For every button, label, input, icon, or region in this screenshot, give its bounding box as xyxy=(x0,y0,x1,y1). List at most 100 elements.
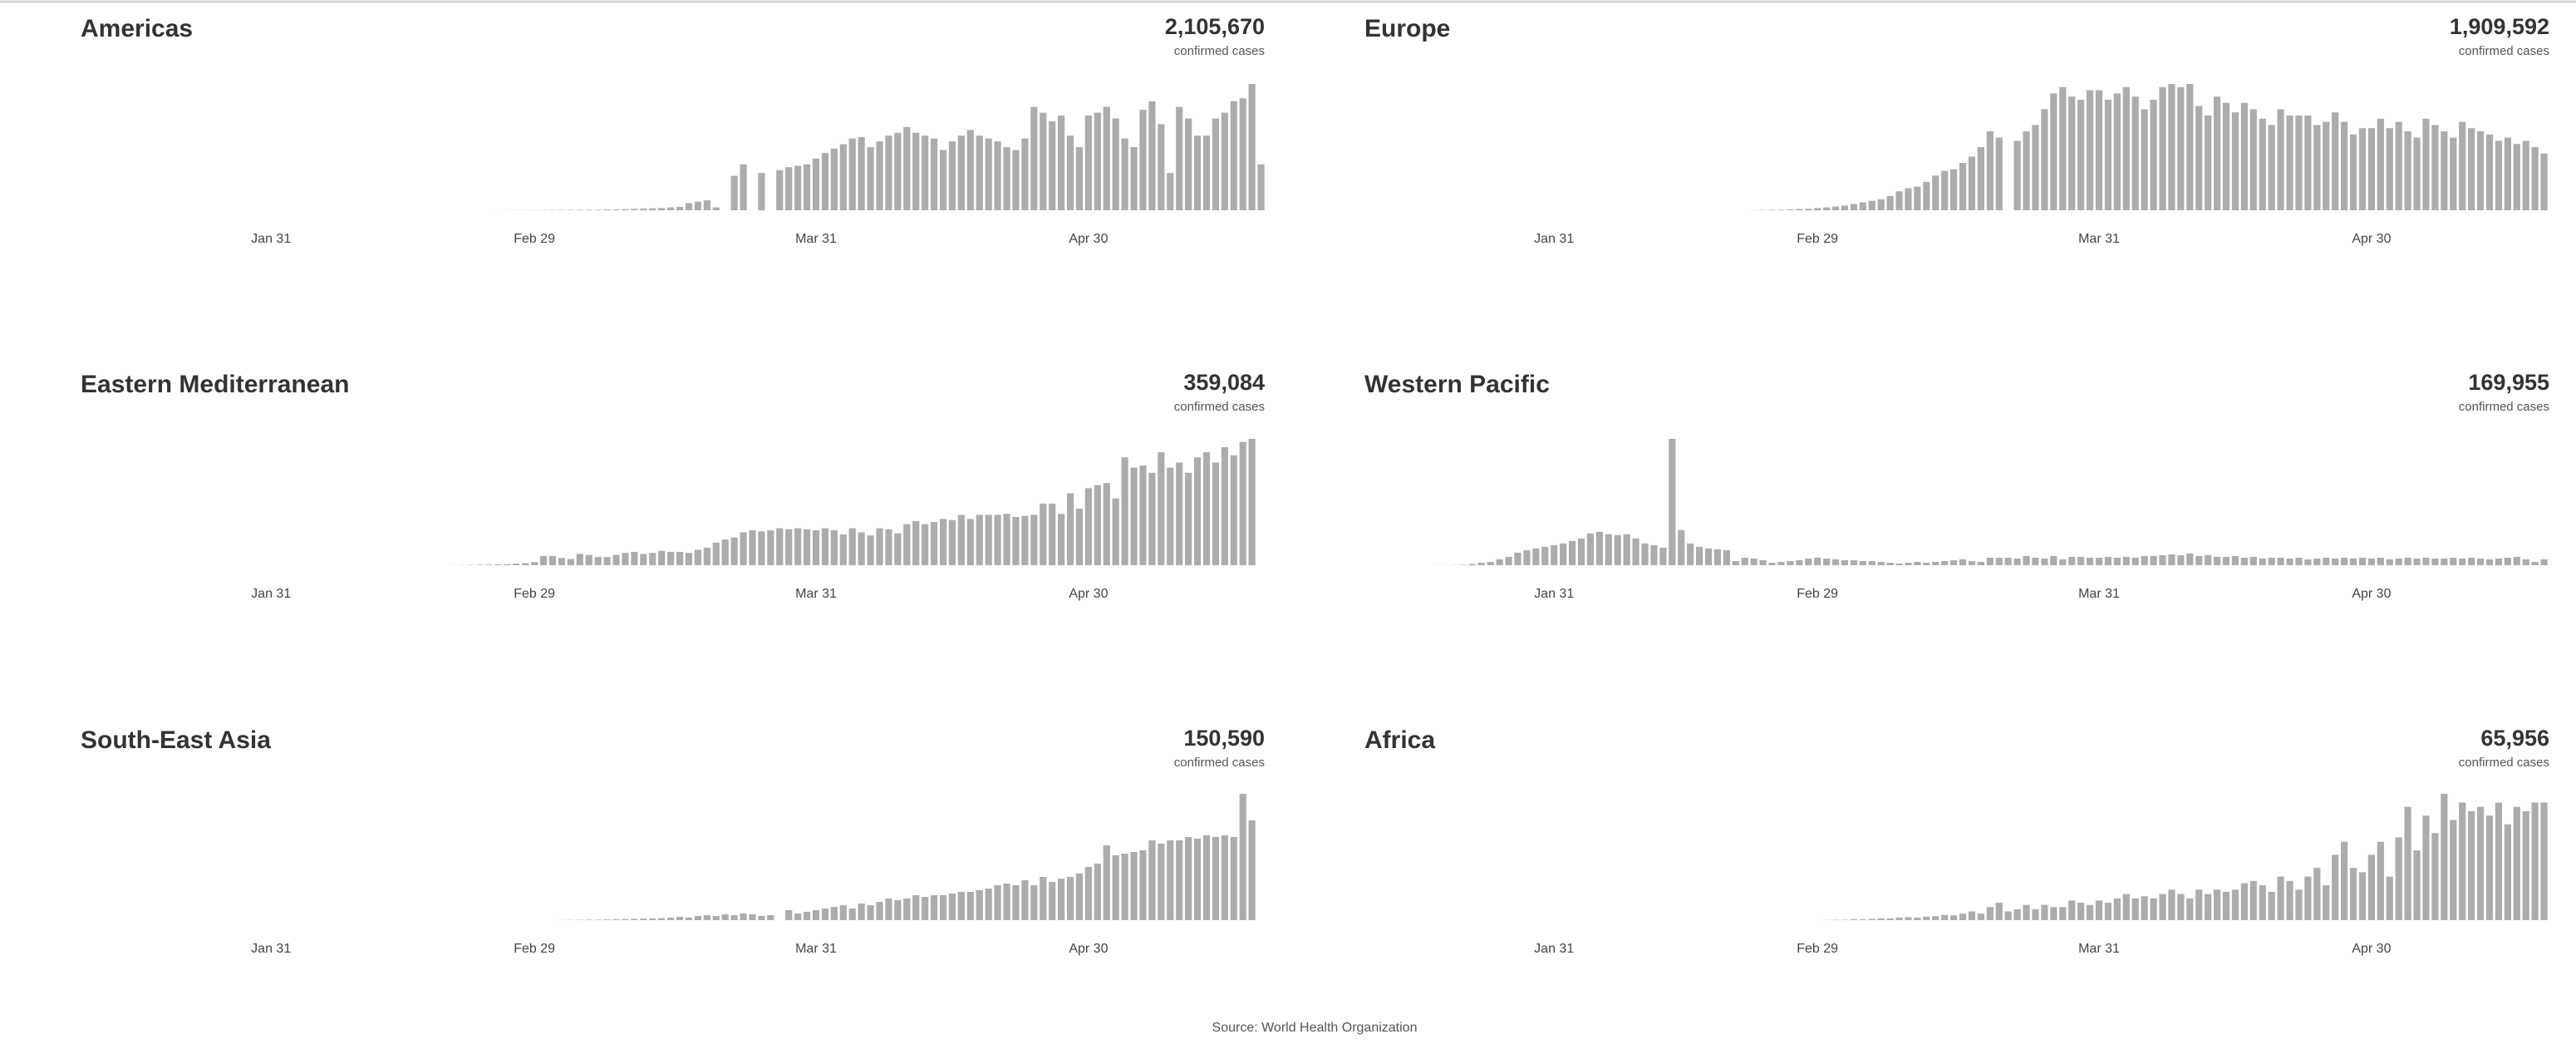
bar xyxy=(2141,896,2148,920)
bar xyxy=(567,209,574,210)
bar xyxy=(821,152,829,210)
bar xyxy=(1103,845,1110,920)
bar xyxy=(1221,835,1228,920)
bar xyxy=(2050,907,2057,920)
bar xyxy=(522,563,529,565)
panel-title: Africa xyxy=(1364,726,1435,754)
bar xyxy=(2413,850,2421,920)
bar xyxy=(1941,914,1949,920)
bar xyxy=(1066,135,1074,210)
bar xyxy=(2450,820,2457,920)
bar xyxy=(2313,558,2321,565)
bar xyxy=(2431,125,2439,210)
bar xyxy=(2513,556,2520,565)
bar xyxy=(2531,561,2539,565)
bar xyxy=(667,918,675,920)
bar xyxy=(676,206,684,210)
x-tick-label: Feb 29 xyxy=(514,587,555,601)
bar xyxy=(894,533,902,565)
bar xyxy=(1723,549,1730,565)
bar xyxy=(730,537,738,565)
bar xyxy=(476,564,484,565)
bar xyxy=(830,907,838,920)
bar xyxy=(1750,558,1757,565)
bar xyxy=(531,562,538,565)
bar xyxy=(858,904,865,920)
bar xyxy=(1075,509,1084,565)
bar xyxy=(2304,116,2312,210)
bar xyxy=(1003,514,1010,565)
bar xyxy=(2131,557,2139,565)
x-tick-label: Feb 29 xyxy=(514,232,555,246)
bar xyxy=(2522,559,2529,565)
bar xyxy=(830,529,838,565)
bar xyxy=(1895,191,1903,210)
x-tick-label: Apr 30 xyxy=(1069,942,1108,956)
bar xyxy=(703,547,710,565)
bar xyxy=(2050,555,2057,565)
bar xyxy=(1167,840,1174,920)
bar xyxy=(640,918,647,920)
bar xyxy=(1877,199,1885,210)
bar xyxy=(1877,561,1885,565)
bar xyxy=(1995,903,2003,920)
bar xyxy=(2286,558,2293,565)
bar xyxy=(1148,472,1156,565)
bar xyxy=(2431,833,2439,920)
bar xyxy=(939,150,947,210)
bar xyxy=(703,915,710,920)
bar xyxy=(2240,557,2248,565)
bar xyxy=(1049,121,1056,210)
bar xyxy=(694,549,702,565)
bar xyxy=(2086,904,2094,920)
total-value: 1,909,592 xyxy=(2450,14,2549,39)
x-tick-label: Feb 29 xyxy=(1797,942,1838,956)
bar xyxy=(2495,802,2503,920)
x-tick-label: Apr 30 xyxy=(1069,232,1108,246)
panel-title: Eastern Mediterranean xyxy=(81,371,349,398)
bar xyxy=(567,559,574,565)
bar xyxy=(612,209,620,210)
bar xyxy=(812,158,820,210)
bar xyxy=(2277,109,2284,210)
bar xyxy=(2513,806,2520,920)
bar xyxy=(758,173,765,210)
bar xyxy=(1030,515,1038,565)
bar xyxy=(1959,559,1967,565)
bar xyxy=(1202,135,1211,210)
bar xyxy=(2104,903,2112,920)
bar xyxy=(2240,102,2248,210)
bar xyxy=(2341,121,2348,210)
bar xyxy=(2159,894,2166,920)
bar xyxy=(2004,557,2012,565)
bar xyxy=(758,531,765,565)
bar xyxy=(685,918,693,920)
bar xyxy=(1968,560,1976,565)
bar xyxy=(2504,824,2511,920)
bar xyxy=(1814,208,1821,210)
bar xyxy=(1185,118,1192,210)
bar xyxy=(2068,900,2076,920)
bar xyxy=(2041,904,2048,920)
bar xyxy=(2023,904,2030,920)
bar xyxy=(1167,173,1174,210)
panel-title: South-East Asia xyxy=(81,726,271,754)
bar xyxy=(1112,855,1119,920)
bar xyxy=(1814,557,1821,565)
bar xyxy=(1012,516,1020,565)
bar xyxy=(785,910,793,920)
bar xyxy=(2195,106,2203,210)
bar xyxy=(1932,916,1939,920)
bar xyxy=(640,208,647,210)
bar xyxy=(1212,837,1220,920)
bar xyxy=(2323,557,2330,565)
bar xyxy=(1777,561,1785,565)
x-tick-label: Jan 31 xyxy=(251,232,291,246)
bar xyxy=(1049,503,1056,565)
bar xyxy=(1193,457,1202,565)
bar xyxy=(903,126,911,210)
bar xyxy=(2059,86,2067,210)
bar xyxy=(848,528,856,565)
bar xyxy=(1121,457,1128,565)
bar xyxy=(2349,134,2357,210)
